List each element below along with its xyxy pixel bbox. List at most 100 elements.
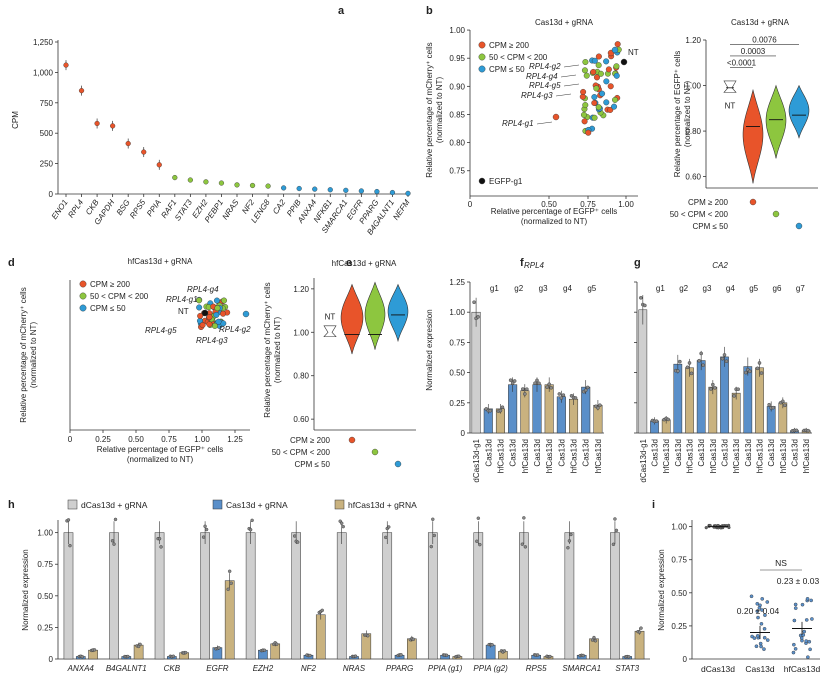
data-point [295, 540, 300, 544]
guide-label: g7 [796, 284, 805, 293]
data-point [613, 72, 620, 79]
y-axis-label: Relative percentage of EGFP⁺ cells [673, 51, 682, 178]
data-point [387, 525, 391, 529]
data-point [234, 182, 240, 188]
guide-label: g3 [539, 284, 548, 293]
data-point [759, 644, 763, 649]
data-point [757, 606, 762, 610]
data-point [68, 543, 72, 548]
guide-label: g6 [773, 284, 782, 293]
data-point [591, 99, 598, 106]
legend-label: Cas13d + gRNA [226, 500, 288, 510]
point-label: RPL4-g5 [529, 81, 561, 90]
data-point [763, 613, 767, 617]
data-point [80, 654, 84, 659]
bar [109, 532, 119, 660]
x-tick-label: 0.50 [541, 200, 557, 209]
x-tick-label: hfCas13d [662, 439, 671, 473]
x-tick-label: 1.00 [618, 200, 634, 209]
x-tick-label: 0 [468, 200, 473, 209]
x-tick-label: hfCas13d [545, 439, 554, 473]
bar [471, 311, 481, 434]
bar [154, 532, 165, 660]
legend-marker [478, 65, 486, 73]
data-point [614, 41, 621, 48]
x-tick-label: hfCas13d [521, 439, 530, 473]
data-point [296, 185, 302, 192]
group-label: CPM ≤ 50 [294, 460, 330, 469]
data-point [607, 106, 614, 113]
data-point [281, 185, 287, 191]
data-point [758, 641, 763, 646]
data-point [581, 118, 588, 125]
data-point [405, 190, 411, 196]
data-point [727, 525, 731, 530]
violin [340, 283, 364, 355]
legend-marker [371, 448, 379, 456]
y-tick-label: 1.00 [449, 26, 465, 35]
point-label: RPL4-g2 [529, 62, 561, 71]
y-tick-label: 0 [49, 655, 54, 664]
data-point [598, 403, 602, 408]
x-tick-label: hfCas13d [732, 439, 741, 473]
bar [315, 614, 326, 660]
data-point [805, 596, 810, 601]
data-point [732, 394, 736, 398]
data-point [141, 149, 147, 155]
guide-label: g4 [563, 284, 572, 293]
group-label: NT [725, 101, 736, 110]
y-tick-label: 1.25 [449, 278, 465, 287]
y-tick-label: 0.25 [37, 623, 53, 632]
x-tick-label: NF2 [301, 664, 317, 673]
data-point [567, 539, 572, 543]
data-point [582, 102, 589, 109]
x-tick-label: 0.50 [128, 435, 144, 444]
bar [638, 309, 648, 434]
y-tick-label: 1.00 [671, 523, 687, 532]
data-point [759, 371, 764, 375]
x-tick-label: hfCas13d [709, 439, 718, 473]
data-point [566, 546, 570, 550]
x-tick-label: Cas13d [651, 439, 660, 467]
data-point [613, 63, 620, 70]
data-point [687, 361, 692, 365]
p-value: 0.0076 [752, 36, 777, 45]
group-label: 50 < CPM < 200 [670, 210, 729, 219]
x-tick-label: NEFM [391, 198, 412, 222]
y-axis-label: Normalized expression [21, 549, 30, 630]
data-point [384, 535, 388, 540]
legend-marker [348, 436, 356, 444]
group-label: CPM ≥ 200 [290, 436, 331, 445]
x-tick-label: ANXA4 [67, 664, 95, 673]
panel-label-h: h [8, 499, 15, 511]
leader-line [560, 74, 577, 78]
y-tick-label: 1.00 [449, 308, 465, 317]
panel-label-b: b [426, 5, 433, 17]
data-point [639, 626, 643, 630]
data-point [520, 542, 525, 546]
data-point [312, 186, 318, 192]
data-point [654, 419, 659, 423]
x-tick-label: EGFR [206, 664, 228, 673]
data-point [525, 387, 529, 392]
x-tick-label: dCas13d [701, 664, 735, 674]
data-point [431, 517, 435, 521]
x-tick-label: hfCas13d [686, 439, 695, 473]
violin [765, 84, 787, 159]
data-point [250, 518, 254, 523]
chart-title: hfCas13d + gRNA [128, 257, 193, 266]
x-tick-label: Cas13d [697, 439, 706, 467]
data-point [612, 96, 619, 103]
data-point [552, 113, 560, 121]
data-point [807, 639, 812, 644]
y-axis-label: CPM [11, 111, 20, 129]
data-point [762, 627, 767, 631]
data-point [183, 650, 188, 655]
data-point [585, 129, 592, 136]
data-point [580, 88, 587, 95]
y-axis-label: Relative percentage of mCherry⁺ cells [19, 287, 28, 422]
bar [291, 532, 301, 660]
data-point [275, 642, 279, 646]
point-label: NT [628, 48, 639, 57]
x-tick-label: hfCas13d [496, 439, 505, 473]
